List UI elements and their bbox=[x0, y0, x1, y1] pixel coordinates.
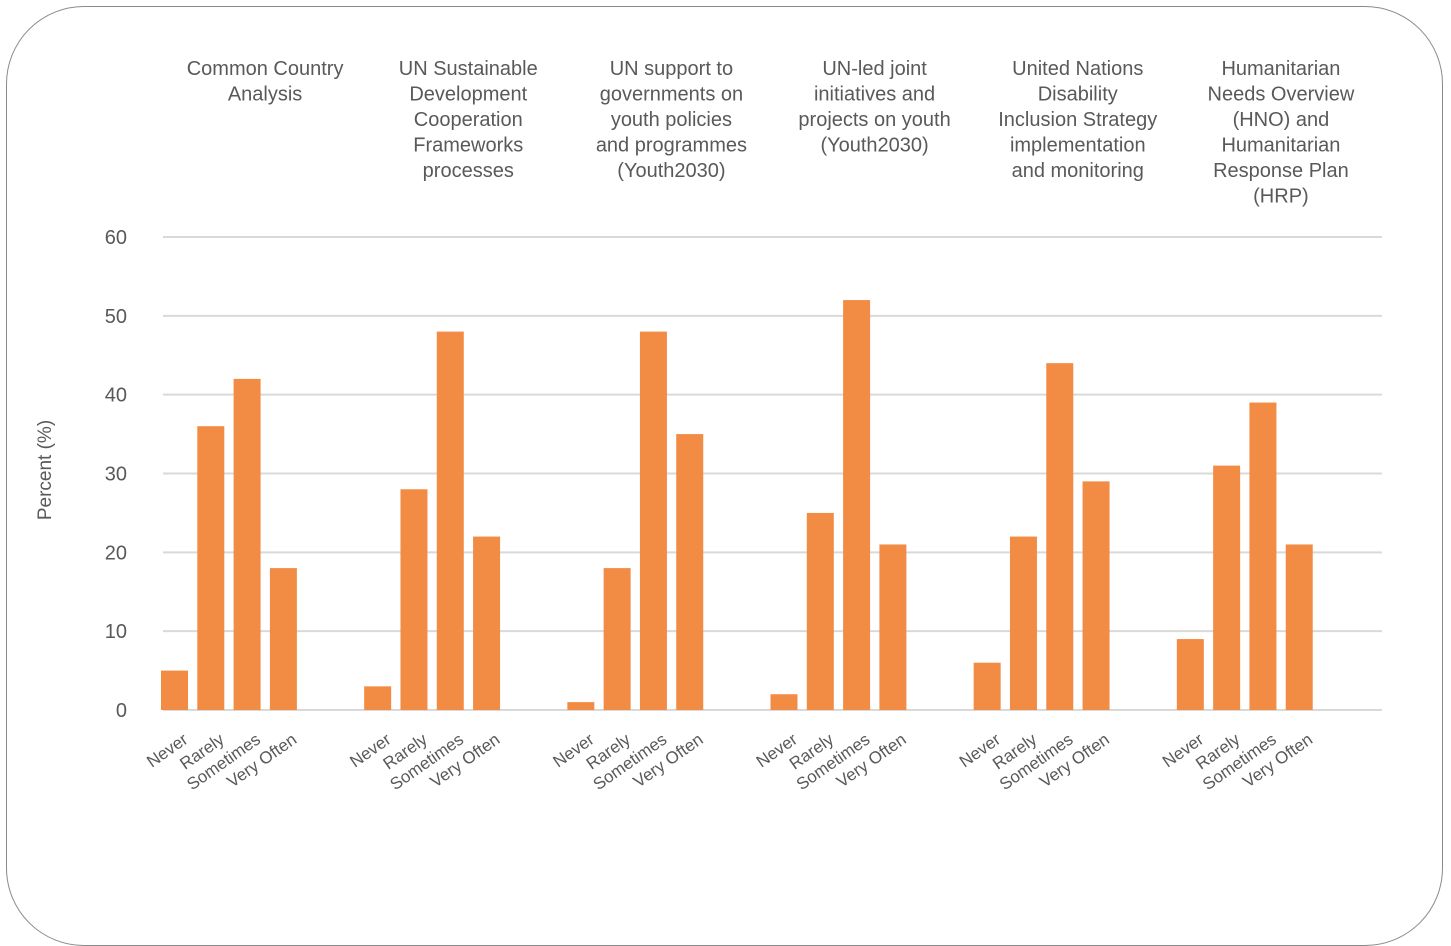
panel-title-line: initiatives and bbox=[814, 84, 935, 106]
panel-titles: Common Country Analysis UN Sustainable Deve… bbox=[187, 58, 1355, 208]
panel-title-line: implementation bbox=[1010, 135, 1146, 157]
bar bbox=[567, 702, 595, 710]
bar bbox=[161, 670, 188, 710]
bar bbox=[436, 331, 464, 710]
panel-title-line: UN-led joint bbox=[822, 58, 927, 80]
panel-title-line: UN Sustainable bbox=[399, 58, 538, 80]
panel-title-line: and monitoring bbox=[1012, 160, 1144, 182]
y-tick-label: 50 bbox=[105, 306, 127, 328]
panel-title: United Nations Disability Inclusion Strate… bbox=[998, 58, 1157, 182]
bar bbox=[676, 434, 704, 710]
panel-title-line: youth policies bbox=[611, 109, 732, 131]
bar bbox=[770, 694, 798, 710]
panel-title-line: Inclusion Strategy bbox=[998, 109, 1157, 131]
bar bbox=[1213, 465, 1241, 710]
panel-title-line: projects on youth bbox=[798, 109, 950, 131]
panel-title-line: (HNO) and bbox=[1233, 109, 1330, 131]
panel-title-line: (HRP) bbox=[1253, 186, 1309, 208]
panel-title-line: and programmes bbox=[596, 135, 747, 157]
y-tick-label: 10 bbox=[105, 621, 127, 643]
panel-title-line: Response Plan bbox=[1213, 160, 1349, 182]
bar bbox=[973, 662, 1001, 710]
panel-title-line: Common Country bbox=[187, 58, 344, 80]
bar bbox=[879, 544, 907, 710]
bar bbox=[473, 536, 501, 710]
panel-title-line: Frameworks bbox=[413, 135, 523, 157]
bar bbox=[269, 568, 297, 710]
panel-title: UN support to governments on youth policie… bbox=[596, 58, 747, 182]
bar bbox=[1176, 639, 1204, 710]
bar bbox=[806, 512, 834, 710]
bar bbox=[603, 568, 631, 710]
bar bbox=[364, 686, 392, 710]
bar bbox=[1009, 536, 1037, 710]
panel-title-line: Humanitarian bbox=[1221, 58, 1340, 80]
panel-title-line: Disability bbox=[1038, 84, 1118, 106]
panel-title-line: Cooperation bbox=[414, 109, 523, 131]
y-tick-label: 0 bbox=[116, 700, 127, 722]
bar bbox=[400, 489, 428, 710]
bar bbox=[1082, 481, 1110, 710]
panel-title-line: (Youth2030) bbox=[820, 135, 928, 157]
panel-title-line: governments on bbox=[600, 84, 743, 106]
y-axis-ticks: 0 10 20 30 40 50 60 bbox=[105, 227, 127, 722]
bar bbox=[1285, 544, 1313, 710]
panel-title-line: Development bbox=[409, 84, 527, 106]
bar bbox=[1249, 402, 1277, 710]
y-tick-label: 40 bbox=[105, 385, 127, 407]
panel-title-line: Humanitarian bbox=[1221, 135, 1340, 157]
panel-title: Humanitarian Needs Overview (HNO) and Human… bbox=[1208, 58, 1355, 208]
bar bbox=[233, 378, 261, 710]
panel-title-line: Analysis bbox=[228, 84, 302, 106]
bar bbox=[1046, 363, 1074, 710]
y-tick-label: 30 bbox=[105, 464, 127, 486]
y-axis-label: Percent (%) bbox=[35, 420, 56, 520]
bar bbox=[197, 426, 225, 710]
panel-title-line: processes bbox=[423, 160, 514, 182]
panel-title-line: United Nations bbox=[1012, 58, 1143, 80]
panel-title: UN-led joint initiatives and projects on y… bbox=[798, 58, 950, 157]
panel-title-line: (Youth2030) bbox=[617, 160, 725, 182]
panel-title-line: UN support to bbox=[610, 58, 733, 80]
y-tick-label: 60 bbox=[105, 227, 127, 249]
bar bbox=[843, 300, 871, 710]
bars bbox=[161, 300, 1313, 710]
panel-title: UN Sustainable Development Cooperation Fram… bbox=[399, 58, 538, 182]
panel-title: Common Country Analysis bbox=[187, 58, 344, 106]
y-tick-label: 20 bbox=[105, 542, 127, 564]
bar bbox=[639, 331, 667, 710]
panel-title-line: Needs Overview bbox=[1208, 84, 1355, 106]
